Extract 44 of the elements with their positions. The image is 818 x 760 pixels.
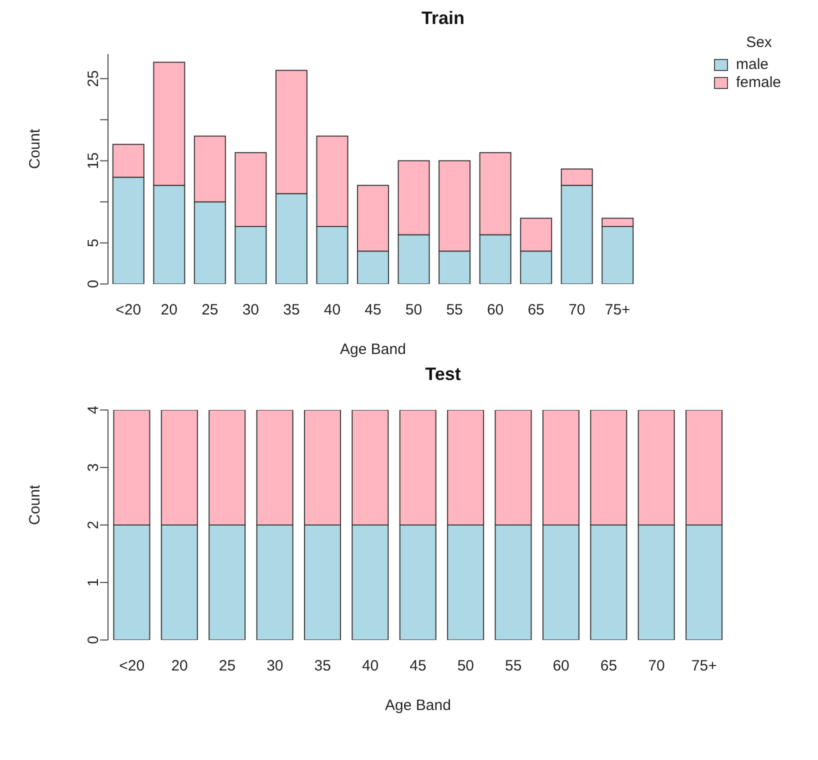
x-tick-label: 60: [552, 658, 570, 675]
y-tick-label: 1: [85, 578, 102, 587]
x-tick-label: 25: [202, 302, 218, 319]
legend-label: female: [736, 74, 782, 92]
x-tick-label: 50: [457, 658, 474, 675]
x-tick-label: 25: [218, 658, 236, 675]
x-tick-label: 20: [171, 658, 188, 675]
x-tick-label: 40: [324, 302, 341, 319]
x-axis-title: Age Band: [340, 341, 406, 358]
x-tick-label: 55: [505, 658, 522, 675]
y-tick-label: 15: [85, 152, 102, 170]
x-tick-label: 55: [446, 302, 463, 319]
y-tick-label: 3: [85, 463, 102, 472]
x-tick-label: 35: [283, 302, 300, 319]
y-tick-label: 2: [85, 520, 102, 530]
x-tick-label: <20: [116, 302, 142, 319]
x-tick-label: 40: [362, 658, 379, 675]
y-tick-label: 0: [85, 280, 102, 288]
x-tick-label: 20: [160, 302, 178, 319]
chart-title: Test: [424, 364, 462, 386]
y-tick-label: 0: [85, 636, 102, 644]
y-tick-label: 5: [85, 238, 102, 248]
x-tick-label: 70: [648, 658, 665, 675]
x-tick-label: 65: [528, 302, 544, 319]
x-tick-label: 30: [266, 658, 284, 675]
x-tick-label: 60: [486, 302, 504, 319]
x-tick-label: 35: [314, 658, 331, 675]
y-tick-label: 4: [85, 406, 102, 414]
x-tick-label: 75+: [604, 302, 631, 319]
x-axis-title: Age Band: [385, 697, 451, 714]
y-axis-title: Count: [26, 128, 44, 169]
x-tick-label: 50: [405, 302, 422, 319]
y-tick-label: 25: [85, 70, 102, 87]
x-tick-label: 65: [600, 658, 618, 675]
x-tick-label: 45: [364, 302, 382, 319]
x-tick-label: 30: [242, 302, 260, 319]
y-axis-title: Count: [26, 484, 44, 525]
x-tick-label: 45: [410, 658, 426, 675]
legend-label: male: [736, 56, 769, 74]
x-tick-label: 70: [568, 302, 586, 319]
legend-title: Sex: [745, 34, 773, 52]
x-tick-label: <20: [119, 658, 145, 675]
x-tick-label: 75+: [691, 658, 718, 675]
chart-title: Train: [420, 8, 466, 30]
